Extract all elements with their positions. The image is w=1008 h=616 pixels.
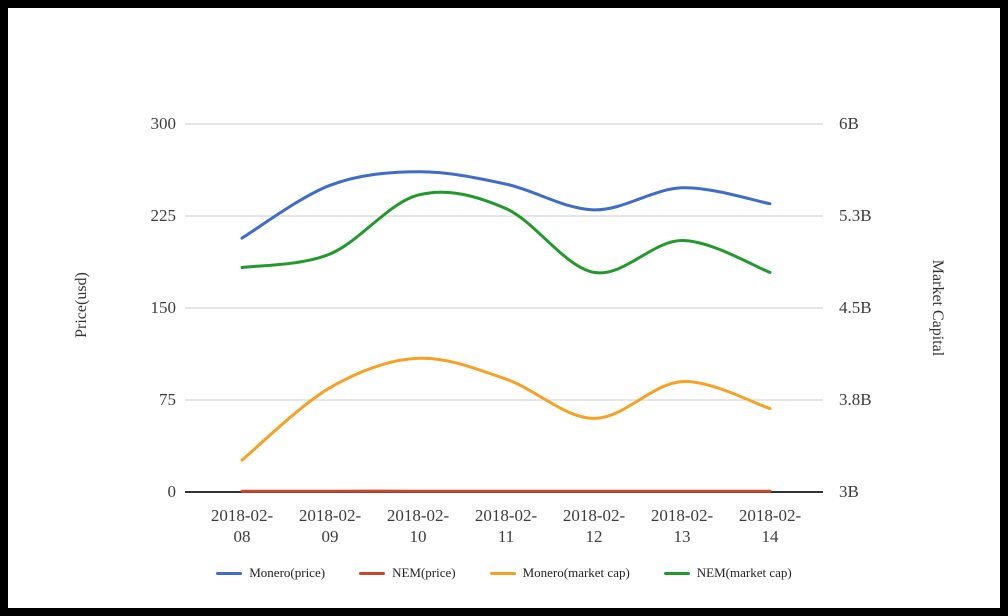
legend-label: NEM(market cap) bbox=[696, 565, 792, 580]
y-axis-right-tick-label: 3B bbox=[839, 482, 859, 501]
legend-line-icon bbox=[663, 571, 690, 575]
legend-item-nem-market-cap[interactable]: NEM(market cap) bbox=[663, 565, 792, 581]
y-axis-right-tick-label: 4.5B bbox=[839, 298, 872, 317]
legend-line-icon bbox=[359, 571, 386, 575]
y-axis-right-tick-label: 5.3B bbox=[839, 206, 872, 225]
legend-item-nem-price[interactable]: NEM(price) bbox=[359, 565, 456, 581]
market-cap-axis-title: Market Capital bbox=[929, 259, 946, 357]
y-axis-right-tick-label: 3.8B bbox=[839, 390, 872, 409]
x-tick-line2: 09 bbox=[321, 527, 339, 546]
y-axis-left-tick-label: 150 bbox=[150, 298, 177, 317]
x-axis-tick-label: 2018-02- 11 bbox=[458, 505, 554, 547]
x-tick-line1: 2018-02- bbox=[298, 506, 362, 525]
legend-label: Monero(price) bbox=[249, 565, 326, 580]
series-line-monero-market-cap bbox=[240, 356, 772, 462]
x-tick-line1: 2018-02- bbox=[210, 506, 274, 525]
x-tick-line1: 2018-02- bbox=[738, 506, 802, 525]
chart-legend: Monero(price) NEM(price) Monero(market cap… bbox=[8, 565, 1000, 581]
y-axis-left-tick-label: 300 bbox=[150, 114, 177, 133]
x-tick-line2: 12 bbox=[585, 527, 603, 546]
x-axis-tick-label: 2018-02- 12 bbox=[546, 505, 642, 547]
chart-panel: 0 75 150 225 300 3B 3.8B 4.5B 5.3B 6B 2018-02- 08… bbox=[8, 8, 1000, 608]
x-tick-line2: 11 bbox=[497, 527, 515, 546]
legend-label: NEM(price) bbox=[392, 565, 456, 580]
legend-line-icon bbox=[216, 571, 243, 575]
y-axis-left-tick-label: 225 bbox=[150, 206, 177, 225]
y-axis-right-tick-label: 6B bbox=[839, 114, 859, 133]
line-chart-plot-area bbox=[185, 123, 823, 493]
y-axis-left-tick-label: 75 bbox=[159, 390, 176, 409]
x-tick-line1: 2018-02- bbox=[650, 506, 714, 525]
series-line-nem-market-cap bbox=[240, 190, 772, 275]
x-axis-tick-label: 2018-02- 14 bbox=[722, 505, 818, 547]
x-tick-line2: 08 bbox=[233, 527, 251, 546]
series-line-monero-price bbox=[240, 170, 772, 240]
x-tick-line1: 2018-02- bbox=[474, 506, 538, 525]
x-tick-line1: 2018-02- bbox=[386, 506, 450, 525]
x-tick-line2: 10 bbox=[409, 527, 427, 546]
x-tick-line1: 2018-02- bbox=[562, 506, 626, 525]
x-axis-tick-label: 2018-02- 09 bbox=[282, 505, 378, 547]
x-tick-line2: 13 bbox=[673, 527, 691, 546]
legend-item-monero-market-cap[interactable]: Monero(market cap) bbox=[489, 565, 630, 581]
x-tick-line2: 14 bbox=[761, 527, 779, 546]
x-axis-tick-label: 2018-02- 10 bbox=[370, 505, 466, 547]
x-axis-tick-label: 2018-02- 08 bbox=[194, 505, 290, 547]
price-axis-title: Price(usd) bbox=[73, 272, 90, 338]
x-axis-tick-label: 2018-02- 13 bbox=[634, 505, 730, 547]
legend-item-monero-price[interactable]: Monero(price) bbox=[216, 565, 325, 581]
y-axis-left-tick-label: 0 bbox=[167, 482, 177, 501]
legend-label: Monero(market cap) bbox=[522, 565, 630, 580]
legend-line-icon bbox=[489, 571, 516, 575]
